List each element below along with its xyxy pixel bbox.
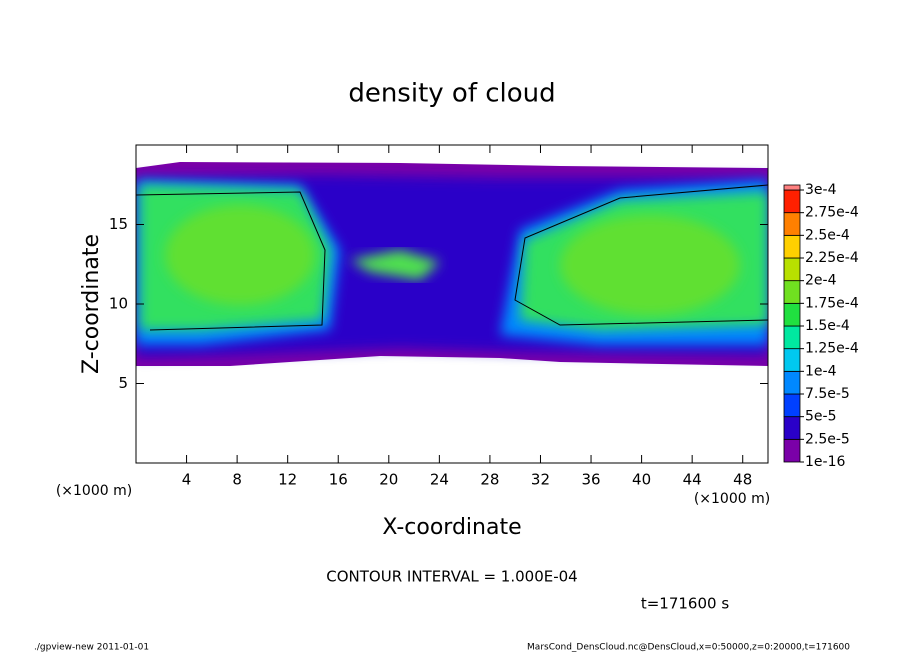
x-tick-label: 16: [329, 471, 348, 489]
colorbar-box: [783, 302, 801, 327]
colorbar-label: 1e-4: [805, 363, 837, 379]
colorbar-label: 7.5e-5: [805, 386, 850, 402]
colorbar-box: [783, 438, 801, 463]
density-field: [136, 162, 768, 366]
colorbar-box: [783, 234, 801, 259]
colorbar-label: 2.25e-4: [805, 250, 859, 266]
x-tick-label: 20: [379, 471, 398, 489]
colorbar-box: [783, 348, 801, 372]
colorbar-label: 1.5e-4: [805, 318, 850, 334]
colorbar-box: [783, 280, 801, 304]
x-tick-label: 8: [232, 471, 242, 489]
x-tick-label: 40: [632, 471, 651, 489]
colorbar-box: [783, 325, 801, 350]
colorbar-box: [783, 416, 801, 440]
x-tick-label: 32: [531, 471, 550, 489]
contour-note: CONTOUR INTERVAL = 1.000E-04: [326, 568, 577, 586]
y-axis-label: Z-coordinate: [79, 234, 104, 374]
x-tick-label: 4: [182, 471, 192, 489]
y-tick-label: 15: [109, 215, 128, 233]
colorbar-label: 2e-4: [805, 273, 837, 289]
colorbar-cap: [783, 184, 801, 191]
colorbar-box: [783, 370, 801, 395]
footer-right: MarsCond_DensCloud.nc@DensCloud,x=0:5000…: [527, 643, 850, 653]
x-tick-label: 48: [733, 471, 752, 489]
x-tick-label: 44: [683, 471, 702, 489]
colorbar-label: 1.75e-4: [805, 295, 859, 311]
colorbar-label: 3e-4: [805, 182, 837, 198]
x-tick-label: 24: [430, 471, 449, 489]
chart-title: density of cloud: [348, 79, 555, 109]
y-tick-label: 5: [118, 374, 128, 392]
x-unit: (×1000 m): [694, 491, 770, 507]
colorbar-label: 1.25e-4: [805, 341, 859, 357]
colorbar-box: [783, 393, 801, 418]
y-unit: (×1000 m): [56, 483, 132, 499]
colorbar-label: 1e-16: [805, 454, 845, 470]
colorbar-label: 5e-5: [805, 409, 836, 425]
time-note: t=171600 s: [641, 595, 729, 613]
x-axis-label: X-coordinate: [382, 515, 521, 540]
colorbar-box: [783, 189, 801, 214]
colorbar-box: [783, 212, 801, 236]
colorbar-label: 2.5e-4: [805, 227, 850, 243]
colorbar-box: [783, 257, 801, 282]
y-tick-label: 10: [109, 295, 128, 313]
x-tick-label: 28: [480, 471, 499, 489]
colorbar-label: 2.75e-4: [805, 205, 859, 221]
x-tick-label: 36: [581, 471, 600, 489]
footer-left: ./gpview-new 2011-01-01: [34, 643, 149, 653]
x-tick-label: 12: [278, 471, 297, 489]
colorbar-label: 2.5e-5: [805, 431, 850, 447]
